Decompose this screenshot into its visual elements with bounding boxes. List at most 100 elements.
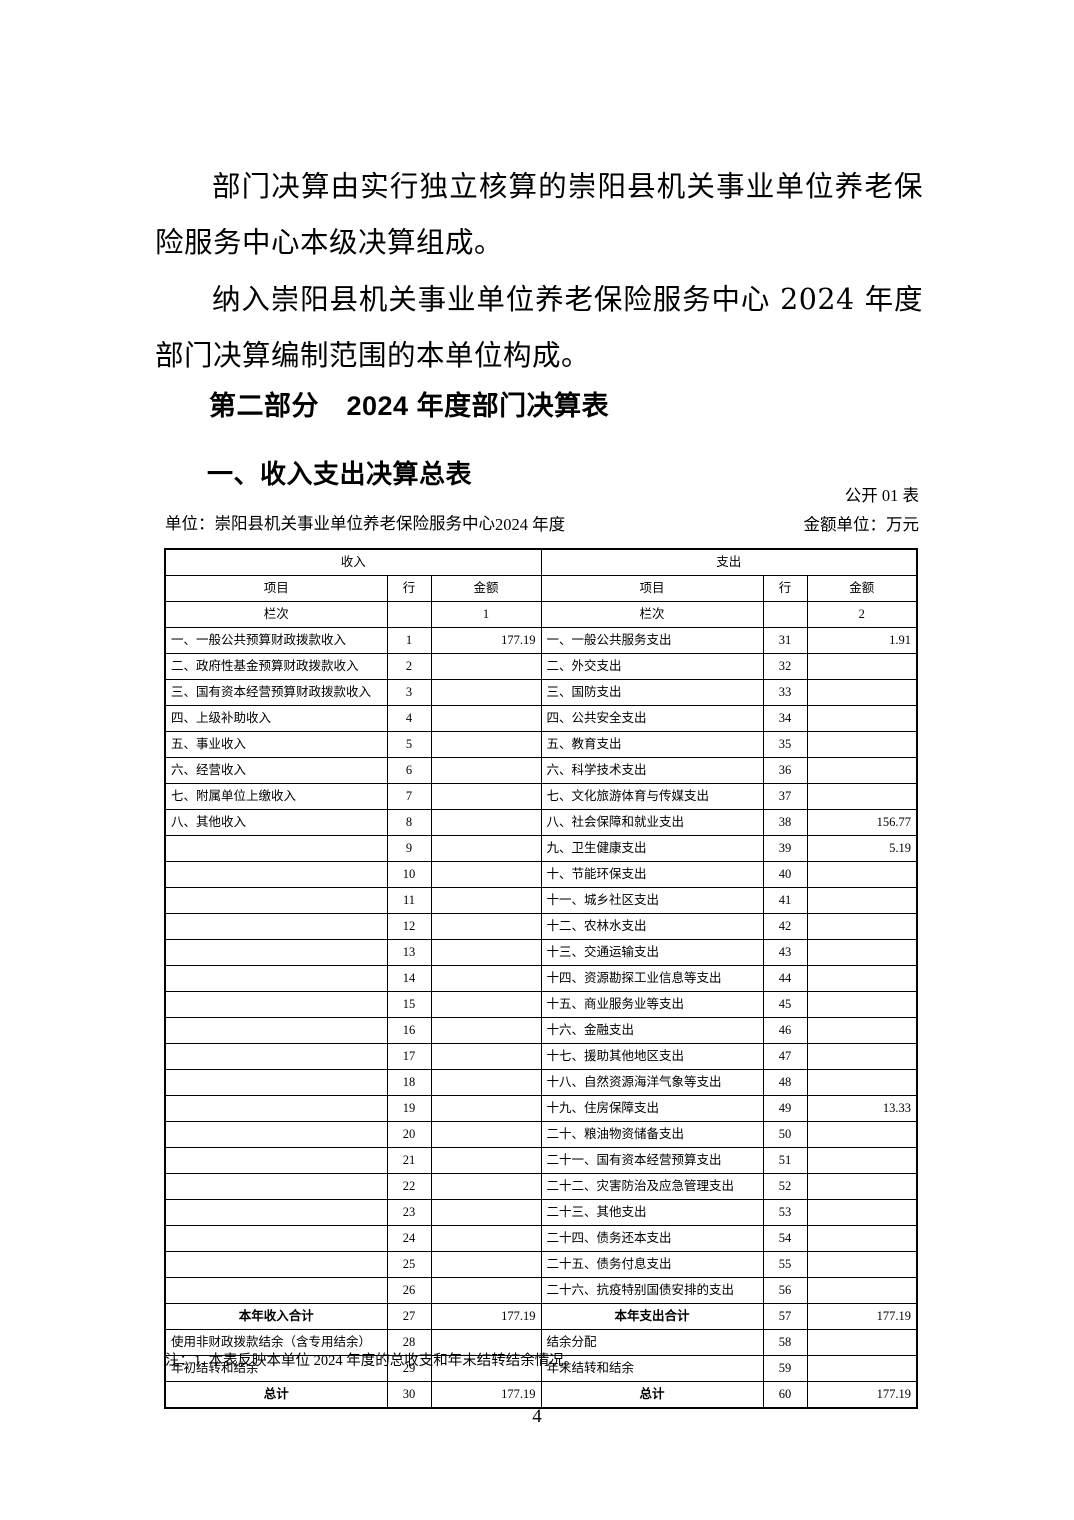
income-amount-2 xyxy=(430,653,542,680)
table-row: 四、上级补助收入 4 四、公共安全支出 34 xyxy=(164,705,918,732)
income-expenditure-summary-table: 收入 支出 项目行金额 项目行金额 栏次 1 栏次 2 一、一般公共预算财政拨款收入 1 177.1… xyxy=(164,548,918,1409)
income-rownum-3: 3 xyxy=(386,679,432,706)
expenditure-amount-35 xyxy=(806,731,918,758)
expenditure-amount-59 xyxy=(806,1355,918,1382)
table-row: 14 十四、资源勘探工业信息等支出 44 xyxy=(164,965,918,992)
income-rownum-13: 13 xyxy=(386,939,432,966)
income-amount-7 xyxy=(430,783,542,810)
money-unit-label: 金额单位：万元 xyxy=(803,515,920,534)
expenditure-amount-55 xyxy=(806,1251,918,1278)
table-row: 19 十九、住房保障支出 49 13.33 xyxy=(164,1095,918,1122)
expenditure-rownum-39: 39 xyxy=(762,835,808,862)
table-row: 使用非财政拨款结余（含专用结余） 28 结余分配 58 xyxy=(164,1329,918,1356)
income-item-11 xyxy=(164,887,388,914)
expenditure-amount-32 xyxy=(806,653,918,680)
income-amount-30: 177.19 xyxy=(430,1381,542,1409)
expenditure-rownum-60: 60 xyxy=(762,1381,808,1409)
table-row: 六、经营收入 6 六、科学技术支出 36 xyxy=(164,757,918,784)
income-rownum-16: 16 xyxy=(386,1017,432,1044)
income-rownum-24: 24 xyxy=(386,1225,432,1252)
expenditure-item-35: 五、教育支出 xyxy=(540,731,764,758)
expenditure-item-58: 结余分配 xyxy=(540,1329,764,1356)
table-footnote: 注：1. 本表反映本单位 2024 年度的总收支和年末结转结余情况。 xyxy=(165,1353,579,1369)
income-item-14 xyxy=(164,965,388,992)
expenditure-amount-52 xyxy=(806,1173,918,1200)
income-item-9 xyxy=(164,835,388,862)
income-rownum-5: 5 xyxy=(386,731,432,758)
expenditure-rownum-53: 53 xyxy=(762,1199,808,1226)
expenditure-item-56: 二十六、抗疫特别国债安排的支出 xyxy=(540,1277,764,1304)
expenditure-item-50: 二十、粮油物资储备支出 xyxy=(540,1121,764,1148)
expenditure-rownum-36: 36 xyxy=(762,757,808,784)
col-header-income-amount: 金额 xyxy=(430,575,542,602)
col-header-income-row: 行 xyxy=(386,575,432,602)
expenditure-rownum-50: 50 xyxy=(762,1121,808,1148)
reporting-unit-label: 单位：崇阳县机关事业单位养老保险服务中心 xyxy=(165,514,495,533)
expenditure-item-40: 十、节能环保支出 xyxy=(540,861,764,888)
income-amount-8 xyxy=(430,809,542,836)
expenditure-item-34: 四、公共安全支出 xyxy=(540,705,764,732)
table-row: 25 二十五、债务付息支出 55 xyxy=(164,1251,918,1278)
expenditure-item-60: 总计 xyxy=(540,1381,764,1409)
expenditure-amount-54 xyxy=(806,1225,918,1252)
income-amount-18 xyxy=(430,1069,542,1096)
expenditure-item-53: 二十三、其他支出 xyxy=(540,1199,764,1226)
table-row: 12 十二、农林水支出 42 xyxy=(164,913,918,940)
expenditure-amount-49: 13.33 xyxy=(806,1095,918,1122)
group-header-expenditure: 支出 xyxy=(540,548,918,576)
income-item-26 xyxy=(164,1277,388,1304)
expenditure-rownum-52: 52 xyxy=(762,1173,808,1200)
col-header-expenditure-row: 行 xyxy=(762,575,808,602)
expenditure-item-33: 三、国防支出 xyxy=(540,679,764,706)
table-row: 三、国有资本经营预算财政拨款收入 3 三、国防支出 33 xyxy=(164,679,918,706)
income-rownum-18: 18 xyxy=(386,1069,432,1096)
income-item-13 xyxy=(164,939,388,966)
income-item-10 xyxy=(164,861,388,888)
income-rownum-15: 15 xyxy=(386,991,432,1018)
heading-part-two: 第二部分 2024 年度部门决算表 xyxy=(209,391,610,422)
expenditure-amount-56 xyxy=(806,1277,918,1304)
expenditure-amount-40 xyxy=(806,861,918,888)
column-index-label-expenditure: 栏次 xyxy=(540,601,764,628)
table-row: 15 十五、商业服务业等支出 45 xyxy=(164,991,918,1018)
table-row: 23 二十三、其他支出 53 xyxy=(164,1199,918,1226)
table-column-header-row: 项目行金额 项目行金额 xyxy=(164,575,918,602)
column-index-expenditure: 2 xyxy=(806,601,918,628)
income-amount-27: 177.19 xyxy=(430,1303,542,1330)
income-item-5: 五、事业收入 xyxy=(164,731,388,758)
income-item-15 xyxy=(164,991,388,1018)
table-row: 11 十一、城乡社区支出 41 xyxy=(164,887,918,914)
expenditure-item-55: 二十五、债务付息支出 xyxy=(540,1251,764,1278)
expenditure-item-46: 十六、金融支出 xyxy=(540,1017,764,1044)
income-amount-15 xyxy=(430,991,542,1018)
income-item-3: 三、国有资本经营预算财政拨款收入 xyxy=(164,679,388,706)
income-item-28: 使用非财政拨款结余（含专用结余） xyxy=(164,1329,388,1356)
expenditure-rownum-45: 45 xyxy=(762,991,808,1018)
income-amount-24 xyxy=(430,1225,542,1252)
expenditure-rownum-41: 41 xyxy=(762,887,808,914)
income-amount-22 xyxy=(430,1173,542,1200)
expenditure-amount-43 xyxy=(806,939,918,966)
income-amount-12 xyxy=(430,913,542,940)
income-item-7: 七、附属单位上缴收入 xyxy=(164,783,388,810)
income-amount-1: 177.19 xyxy=(430,627,542,654)
expenditure-item-45: 十五、商业服务业等支出 xyxy=(540,991,764,1018)
income-rownum-23: 23 xyxy=(386,1199,432,1226)
group-header-income: 收入 xyxy=(164,548,542,576)
income-item-19 xyxy=(164,1095,388,1122)
column-index-row-blank-expenditure xyxy=(762,601,808,628)
income-amount-19 xyxy=(430,1095,542,1122)
form-number-label: 公开 01 表 xyxy=(844,486,919,505)
expenditure-rownum-51: 51 xyxy=(762,1147,808,1174)
income-amount-21 xyxy=(430,1147,542,1174)
table-row: 五、事业收入 5 五、教育支出 35 xyxy=(164,731,918,758)
expenditure-amount-39: 5.19 xyxy=(806,835,918,862)
income-item-1: 一、一般公共预算财政拨款收入 xyxy=(164,627,388,654)
income-item-24 xyxy=(164,1225,388,1252)
expenditure-item-49: 十九、住房保障支出 xyxy=(540,1095,764,1122)
expenditure-item-38: 八、社会保障和就业支出 xyxy=(540,809,764,836)
income-item-27: 本年收入合计 xyxy=(164,1303,388,1330)
column-index-income: 1 xyxy=(430,601,542,628)
income-item-6: 六、经营收入 xyxy=(164,757,388,784)
col-header-expenditure-amount: 金额 xyxy=(806,575,918,602)
